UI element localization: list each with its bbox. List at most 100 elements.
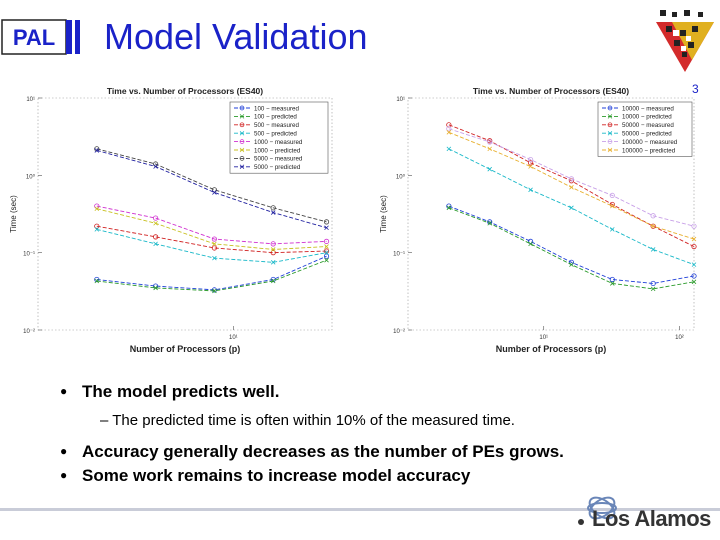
legend-marker	[239, 139, 245, 144]
data-point	[270, 250, 276, 256]
data-point	[527, 160, 534, 166]
data-point	[153, 234, 159, 240]
data-point	[610, 227, 615, 232]
bullet-dot-icon: ●	[60, 468, 68, 482]
series-line	[96, 225, 327, 254]
data-point	[323, 238, 330, 244]
chart-title: Time vs. Number of Processors (ES40)	[473, 86, 629, 96]
data-point	[446, 122, 452, 128]
data-point	[94, 276, 100, 283]
data-point	[94, 223, 100, 229]
data-point	[153, 285, 158, 291]
data-point	[487, 219, 493, 225]
legend-marker	[607, 139, 613, 144]
legend-label: 5000 − measured	[254, 156, 303, 163]
data-point	[270, 276, 276, 283]
legend-marker	[239, 156, 245, 161]
legend-label: 1000 − predicted	[254, 147, 301, 154]
series-line	[96, 259, 327, 292]
legend-marker	[239, 122, 245, 128]
data-point	[94, 278, 100, 284]
series-line	[96, 205, 327, 245]
chart-title: Time vs. Number of Processors (ES40)	[107, 86, 263, 96]
y-tick-label: 10¹	[26, 97, 35, 103]
data-point	[568, 176, 575, 182]
data-point	[270, 260, 276, 265]
data-point	[691, 262, 697, 267]
los-alamos-logo-icon	[578, 496, 617, 525]
pal-logo: PAL	[1, 19, 80, 55]
data-point	[528, 164, 533, 169]
page-mark: 3	[692, 82, 699, 96]
data-point	[569, 262, 574, 267]
legend-marker	[239, 130, 245, 136]
data-point	[323, 253, 330, 259]
data-point	[610, 203, 615, 209]
legend-label: 5000 − predicted	[254, 164, 301, 171]
y-tick-label: 10¹	[396, 97, 405, 103]
data-point	[610, 281, 615, 286]
data-point	[212, 255, 217, 261]
legend-marker	[239, 105, 245, 111]
data-point	[153, 215, 159, 221]
y-axis-label: Time (sec)	[9, 195, 18, 233]
legend-marker	[239, 147, 245, 153]
legend-label: 500 − predicted	[254, 131, 297, 138]
chart-left: Time vs. Number of Processors (ES40) 10⁻²…	[9, 86, 333, 354]
data-point	[528, 187, 533, 193]
bullet-text: The model predicts well.	[82, 382, 280, 401]
data-point	[650, 286, 656, 292]
legend-marker	[607, 130, 613, 136]
data-point	[691, 273, 697, 279]
data-point	[487, 139, 493, 145]
data-point	[324, 250, 329, 255]
y-axis-label: Time (sec)	[379, 195, 388, 233]
data-point	[212, 288, 217, 294]
data-point	[212, 241, 217, 247]
data-point	[527, 156, 534, 163]
y-tick-label: 10⁻¹	[393, 252, 405, 258]
data-point	[323, 219, 330, 225]
dash-icon: –	[100, 412, 113, 429]
y-tick-label: 10⁻²	[393, 329, 405, 335]
x-tick-label: 10¹	[229, 335, 238, 341]
legend-label: 1000 − measured	[254, 139, 303, 146]
data-point	[569, 205, 574, 211]
bullet-item: ● Accuracy generally decreases as the num…	[60, 442, 564, 462]
data-point	[94, 227, 100, 232]
legend-label: 50000 − measured	[622, 122, 674, 129]
legend-label: 100000 − predicted	[622, 147, 676, 154]
data-point	[487, 146, 492, 152]
y-tick-label: 10⁰	[26, 173, 36, 180]
x-axis-label: Number of Processors (p)	[496, 344, 607, 354]
legend-label: 50000 − predicted	[622, 131, 672, 138]
data-point	[487, 220, 492, 226]
series-line	[96, 228, 327, 263]
series-line	[96, 149, 327, 229]
data-point	[691, 243, 697, 250]
data-point	[650, 223, 656, 229]
data-point	[270, 247, 276, 252]
y-tick-label: 10⁻²	[23, 329, 35, 335]
series-line	[448, 128, 695, 227]
data-point	[94, 206, 100, 212]
corner-emblem-icon	[656, 10, 714, 72]
data-point	[270, 205, 276, 211]
data-point	[270, 241, 276, 247]
data-point	[94, 148, 100, 153]
data-point	[324, 244, 329, 249]
plot-frame	[37, 97, 333, 331]
series-line	[96, 148, 327, 223]
sub-bullet-item: – The predicted time is often within 10%…	[100, 412, 515, 429]
data-point	[153, 220, 158, 226]
legend-box	[229, 101, 329, 174]
legend-marker	[607, 114, 613, 119]
legend-label: 100 − predicted	[254, 114, 297, 121]
y-tick-label: 10⁻¹	[23, 252, 35, 258]
data-point	[487, 166, 492, 172]
legend-marker	[607, 147, 613, 153]
data-point	[94, 146, 100, 152]
x-tick-label: 10¹	[539, 335, 548, 341]
x-axis-label: Number of Processors (p)	[130, 344, 241, 354]
data-point	[650, 280, 656, 287]
